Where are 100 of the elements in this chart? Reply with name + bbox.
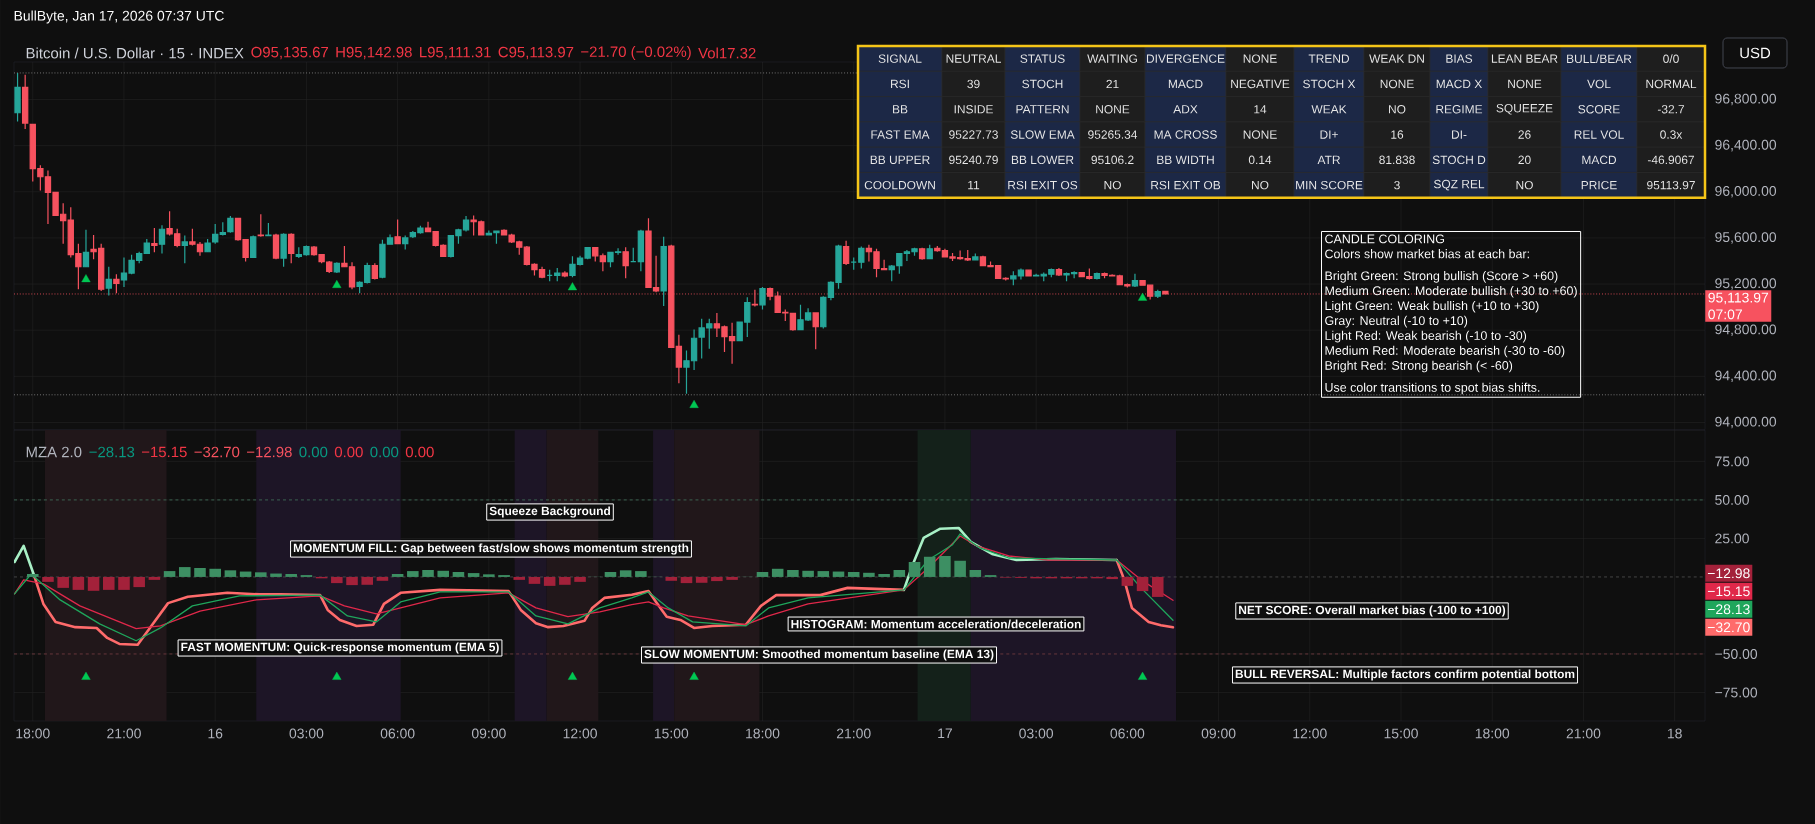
annotation: Bright Red: Strong bearish (< -60) [1325, 360, 1513, 373]
bar [908, 562, 921, 577]
point [689, 399, 699, 408]
candlestick [858, 245, 865, 270]
x-tick-label: 18:00 [16, 728, 50, 739]
y-tick-label: 95,600.00 [1715, 232, 1777, 244]
annotation: −15.15 [141, 446, 187, 458]
annotation: 16 [1391, 130, 1404, 139]
candlestick [21, 74, 29, 130]
text: −15.15 [1707, 586, 1750, 597]
bar [255, 572, 267, 577]
candlestick [257, 213, 264, 238]
candlestick [394, 218, 401, 245]
bar [893, 570, 906, 577]
bar [103, 576, 115, 590]
candlestick [1162, 290, 1169, 295]
candlestick [288, 232, 295, 264]
candlestick [842, 240, 850, 266]
annotation: RSI EXIT OB [1151, 180, 1221, 190]
candlestick [561, 270, 569, 278]
annotation: MOMENTUM FILL: Gap between fast/slow shows momentum strength [293, 543, 689, 555]
candlestick [227, 215, 234, 234]
candlestick [493, 229, 500, 245]
candlestick [143, 238, 150, 255]
candlestick [1131, 273, 1139, 288]
bar [543, 576, 556, 586]
annotation: BULL/BEAR [1567, 54, 1632, 64]
bar [1106, 576, 1118, 580]
annotation: FAST EMA [871, 130, 930, 139]
annotation: 0.14 [1248, 155, 1272, 165]
candlestick [158, 224, 166, 255]
bar [863, 572, 875, 577]
bar [133, 576, 145, 588]
annotation: MACD [1168, 79, 1203, 89]
candlestick [181, 235, 188, 264]
candlestick [1055, 267, 1063, 277]
annotation: 14 [1254, 105, 1267, 114]
bar [452, 572, 465, 577]
bar [42, 576, 54, 582]
annotation: -46.9067 [1647, 155, 1694, 165]
y-tick-label: 75.00 [1715, 456, 1749, 467]
annotation: WEAK DN [1369, 54, 1424, 63]
bar [346, 576, 358, 586]
text: −21.70 (−0.02%) [581, 46, 691, 60]
bar [57, 576, 69, 588]
candlestick [82, 229, 90, 268]
bar [726, 576, 738, 580]
bar [635, 571, 647, 577]
bar [923, 556, 936, 577]
x-tick-label: 21:00 [1566, 728, 1601, 739]
annotation: STOCH X [1303, 79, 1356, 89]
candlestick [265, 222, 272, 237]
text: C95,113.97 [498, 46, 574, 60]
annotation: −12.98 [247, 446, 292, 458]
candlestick [113, 273, 120, 294]
candlestick [105, 266, 112, 297]
bar [163, 571, 176, 577]
text: USD [1740, 47, 1771, 59]
bar [513, 576, 526, 580]
point [1138, 292, 1148, 301]
x-tick-label: 12:00 [1293, 728, 1327, 739]
bar [1121, 576, 1134, 586]
bar [680, 576, 693, 584]
annotation: COOLDOWN [864, 180, 935, 190]
point [332, 280, 342, 288]
bar [407, 571, 419, 577]
annotation: NONE [1243, 130, 1277, 139]
candlestick [402, 235, 409, 251]
annotation: NO [1252, 180, 1269, 190]
text: 95,113.97 [1708, 292, 1769, 305]
x-tick-label: 06:00 [380, 728, 415, 739]
chart-title: Bitcoin / U.S. Dollar · 15 · INDEX [26, 47, 244, 59]
text: L95,111.31 [420, 46, 491, 60]
y-tick-label: 96,400.00 [1715, 139, 1777, 152]
y-tick-label: 96,800.00 [1715, 93, 1777, 106]
annotation: Gray: Neutral (-10 to +10) [1325, 315, 1468, 328]
bar [179, 567, 191, 577]
annotation: SLOW MOMENTUM: Smoothed momentum baseline (EMA 13) [644, 649, 994, 661]
x-tick-label: 16 [208, 728, 223, 739]
bar [1136, 576, 1149, 592]
bar [802, 570, 814, 577]
annotation: NEUTRAL [946, 54, 1002, 63]
bar [619, 570, 632, 577]
x-tick-label: 06:00 [1110, 728, 1145, 739]
annotation: SCORE [1578, 105, 1620, 114]
annotation: ADX [1173, 105, 1198, 114]
bar [756, 572, 769, 577]
annotation: DIVERGENCE [1146, 54, 1225, 63]
annotation: 21 [1106, 79, 1119, 89]
point [81, 274, 91, 283]
x-tick-label: 03:00 [1019, 728, 1054, 739]
annotation: LEAN BEAR [1491, 54, 1558, 63]
y-tick-label: −50.00 [1715, 649, 1758, 659]
annotation: MACD X [1436, 79, 1482, 89]
annotation: REGIME [1436, 105, 1483, 114]
annotation: SQUEEZE [1496, 103, 1553, 115]
x-tick-label: 15:00 [654, 728, 689, 739]
x-tick-label: 17 [938, 728, 952, 739]
bar [954, 560, 966, 577]
text: H95,142.98 [336, 46, 412, 60]
